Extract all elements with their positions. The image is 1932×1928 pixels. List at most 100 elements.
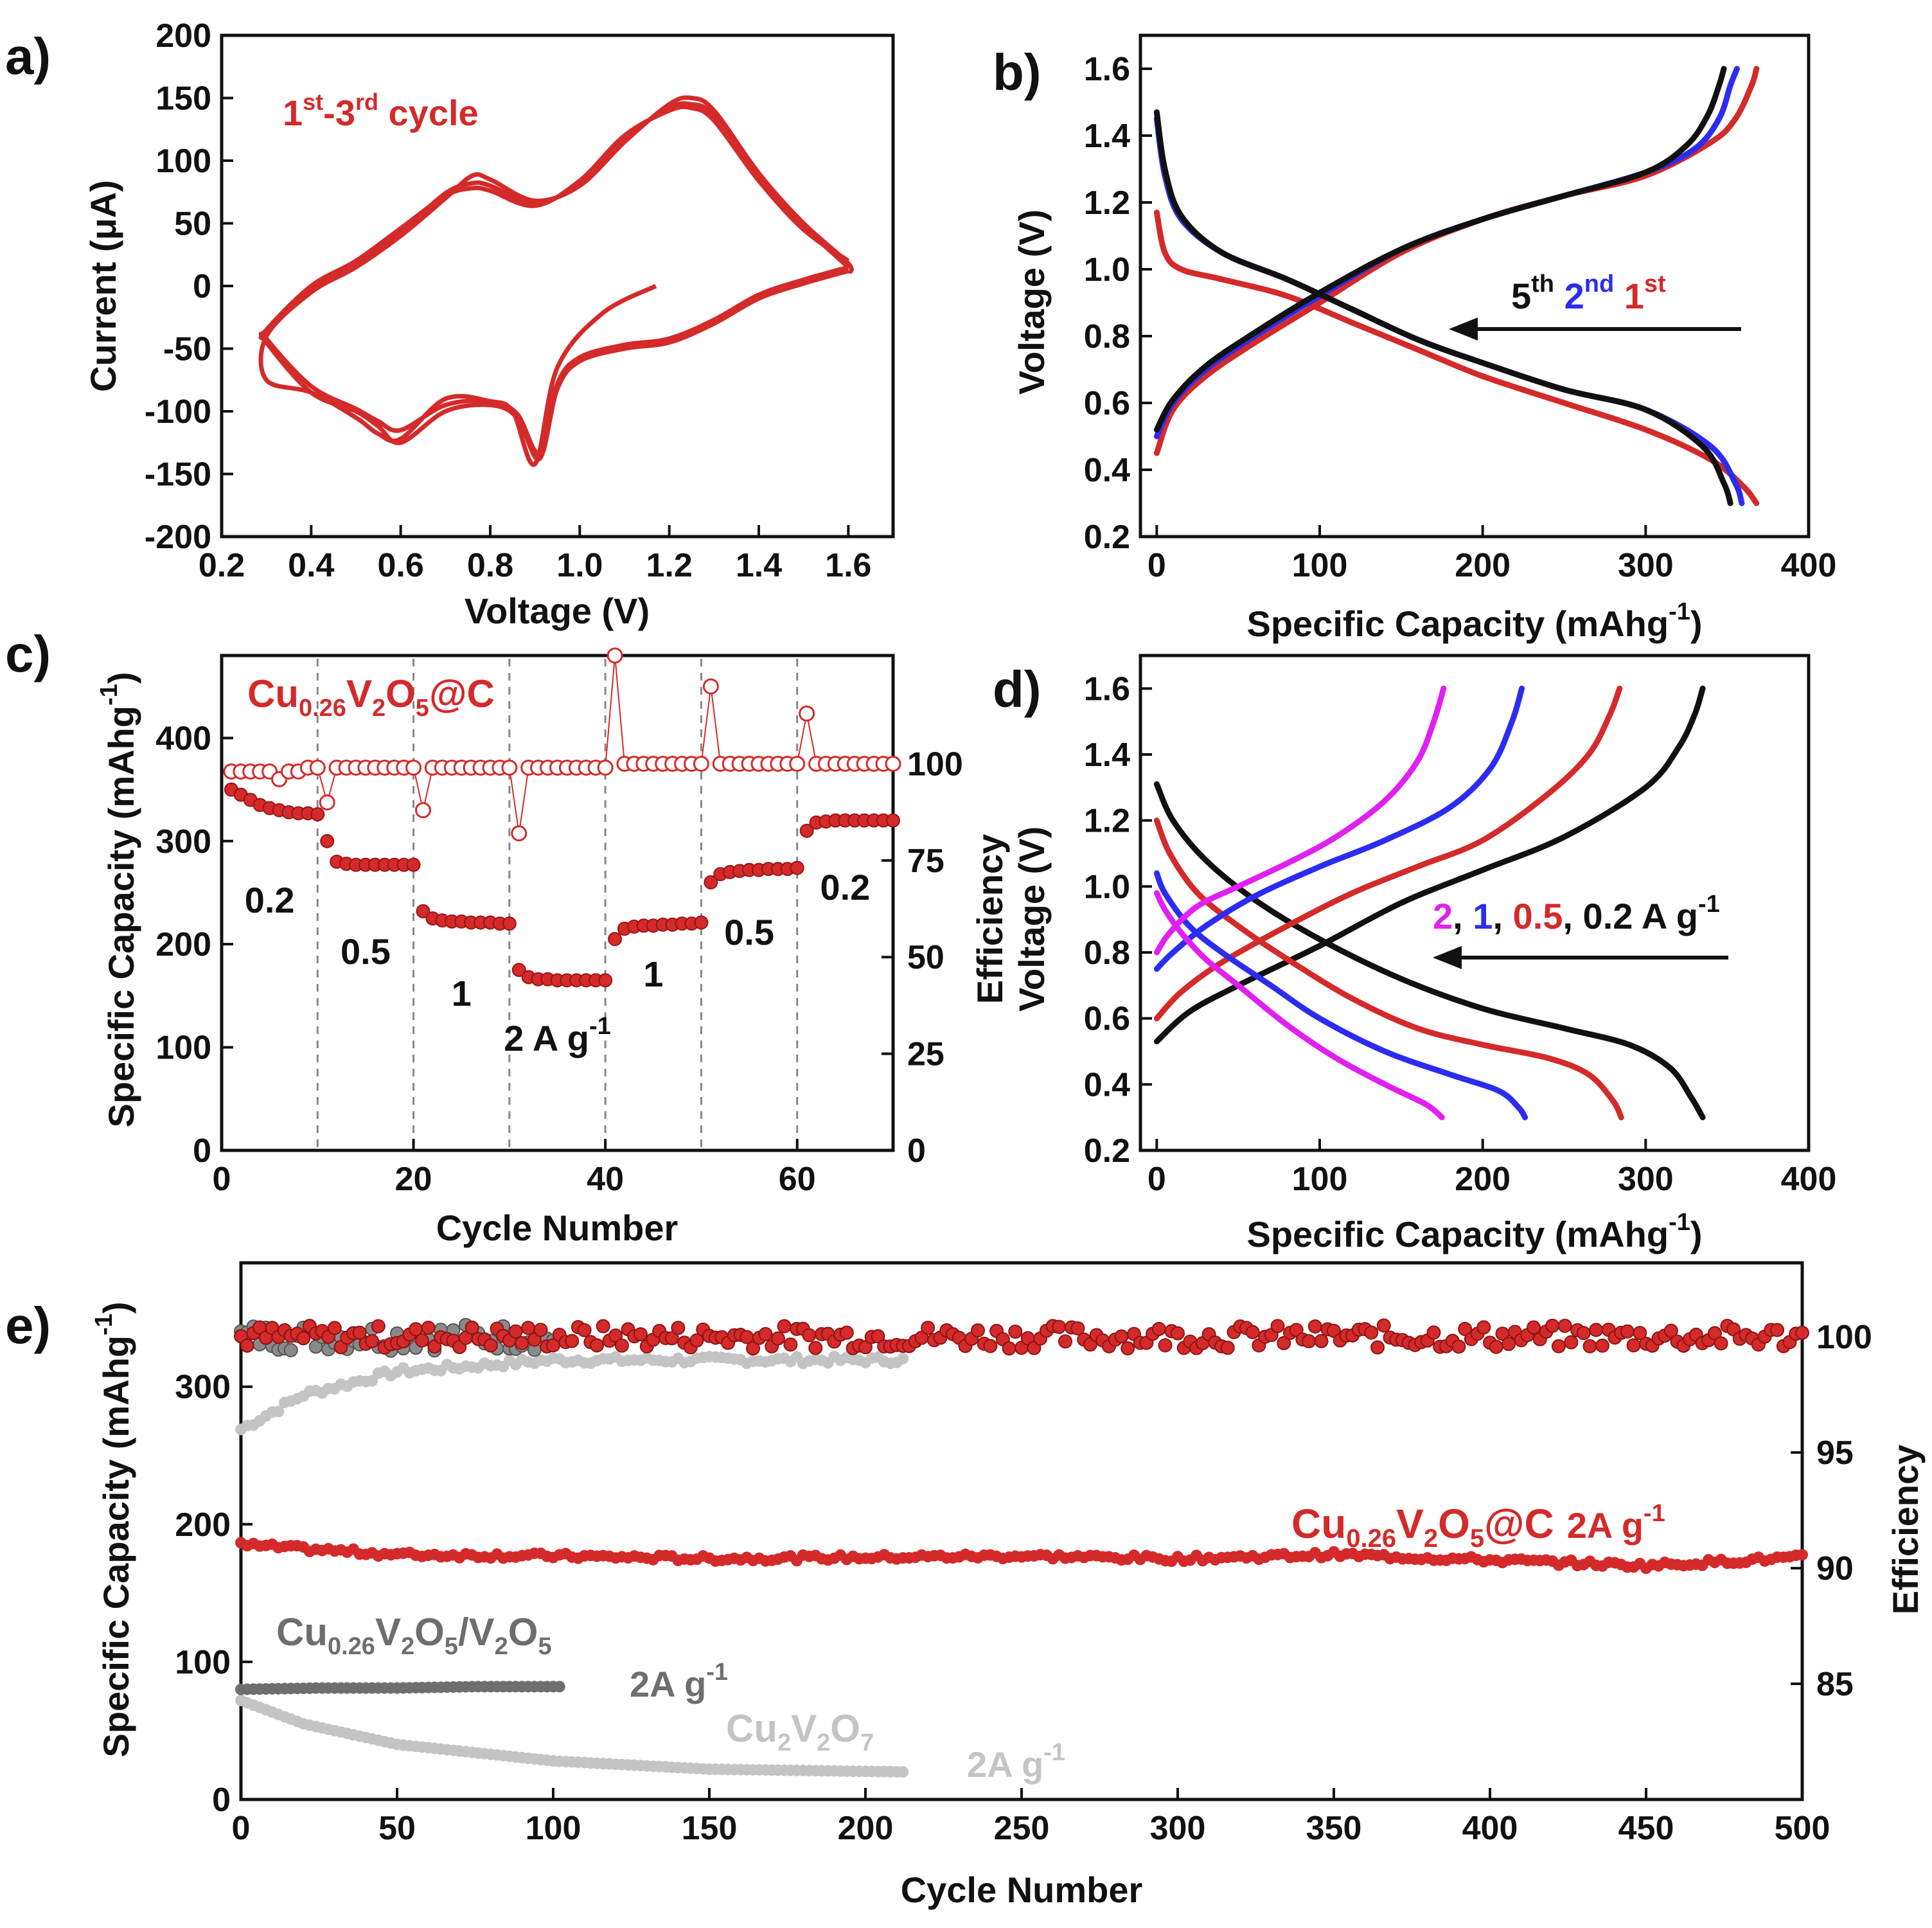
panel-e-red-efficiency-point (1070, 1321, 1085, 1335)
panel-e-red-efficiency-point (1151, 1321, 1166, 1336)
panel-d-x-tick-label: 300 (1618, 1161, 1674, 1198)
panel-c-rate-label: 0.2 (245, 880, 295, 920)
panel-d-efficiency-label: Efficiency (970, 834, 1010, 1004)
panel-e-y2-axis-label: Efficiency (1885, 1445, 1926, 1615)
panel-b-y-tick-label: 1.4 (1084, 118, 1130, 155)
panel-a-cv-line (258, 104, 850, 456)
panel-e-red-efficiency-point (634, 1327, 648, 1342)
panel-b-curve (1153, 66, 1727, 433)
panel-b-x-tick-label: 300 (1618, 547, 1674, 584)
panel-e-red-efficiency-point (1245, 1325, 1260, 1339)
panel-e-red-efficiency-point (608, 1328, 623, 1343)
panel-e-red-efficiency-point (1502, 1337, 1516, 1352)
panel-b-y-tick-label: 1.2 (1084, 184, 1130, 222)
panel-e-y-ticks: 300 200 100 0 (175, 1369, 253, 1819)
panel-c-efficiency-point (415, 802, 431, 819)
panel-d-y-tick-label: 1.2 (1084, 803, 1130, 840)
panel-e-red-efficiency-point (533, 1323, 548, 1337)
panel-e-dark-gray-series-label: Cu0.26V2O5/V2O5 (276, 1611, 552, 1660)
panel-c-efficiency-point (799, 705, 815, 722)
panel-e-cycling-points (234, 1317, 1809, 1778)
panel-e-y2-ticks: 100 95 90 85 (1791, 1319, 1872, 1703)
panel-e-x-tick-label: 250 (994, 1810, 1050, 1847)
panel-b-curve (1153, 210, 1760, 506)
panel-a-y-tick-label: 50 (174, 206, 211, 243)
panel-d-y-tick-label: 1.6 (1084, 670, 1130, 708)
panel-a-x-tick-label: 0.6 (378, 547, 424, 584)
panel-e-x-tick-label: 150 (682, 1810, 738, 1847)
panel-b-legend-entry: 1 (1624, 276, 1644, 316)
panel-c-capacity-point (608, 932, 623, 947)
panel-e-red-efficiency-point (1270, 1319, 1285, 1334)
panel-d-y-ticks: 1.6 1.4 1.2 1.0 0.8 0.6 0.4 0.2 (1084, 670, 1152, 1170)
panel-b-x-ticks: 0 100 200 300 400 (1148, 525, 1836, 584)
panel-e-x-tick-label: 450 (1618, 1810, 1674, 1847)
panel-c-efficiency-point (702, 678, 719, 695)
panel-e-cu2v2o7-efficiency-point (272, 1406, 285, 1418)
panel-b-legend-spacer (1554, 276, 1564, 316)
panel-c-capacity-point (704, 875, 718, 889)
panel-a-cv-curves (258, 95, 854, 467)
panel-c-rate-label: 1 (452, 973, 472, 1013)
panel-a: a) 0.2 0.4 0.6 0.8 1.0 1.2 1.4 1.6 200 150 100 50 0… (5, 17, 895, 631)
panel-d-curve (1153, 781, 1706, 1121)
panel-b-legend-entry: 5 (1511, 276, 1531, 316)
panel-e-red-efficiency-point (783, 1337, 798, 1352)
panel-c-rate-sup: -1 (589, 1013, 611, 1040)
panel-a-y-axis-label: Current (μA) (83, 180, 123, 392)
panel-b-curve (1153, 109, 1733, 506)
panel-c-efficiency-point (319, 794, 335, 811)
panel-b-x-axis-label: Specific Capacity (mAhg-1) (1246, 598, 1702, 644)
panel-c-y2-ticks: 100 75 50 25 0 (882, 745, 963, 1170)
panel-e-red-efficiency-point (740, 1330, 754, 1344)
panel-e-x-tick-label: 50 (378, 1810, 416, 1847)
panel-e-red-efficiency-point (1633, 1326, 1647, 1341)
panel-e-red-efficiency-point (1121, 1341, 1135, 1356)
panel-e-red-efficiency-point (1527, 1320, 1541, 1335)
panel-d-x-tick-label: 0 (1148, 1161, 1166, 1198)
panel-c-y-axis-label: Specific Capacity (mAhg-1) (96, 672, 141, 1127)
panel-c-rate-labels: 0.2 0.5 1 2 A g-1 1 0.5 0.2 (245, 867, 871, 1058)
panel-c-capacity-point (598, 973, 613, 988)
panel-e-red-capacity-point (1796, 1549, 1808, 1561)
panel-e-red-efficiency-point (521, 1321, 536, 1335)
panel-d-y-axis-label: Voltage (V) (1011, 826, 1052, 1012)
panel-d-curve (1153, 817, 1624, 1121)
panel-d-y-tick-label: 1.4 (1084, 736, 1130, 774)
panel-e-red-efficiency-point (1626, 1338, 1641, 1353)
panel-e-x-tick-label: 500 (1775, 1810, 1830, 1847)
panel-c-rate-label: 1 (643, 954, 663, 994)
panel-d-legend-separator: , (1563, 896, 1582, 936)
panel-b-legend-entry: 2 (1564, 276, 1584, 316)
panel-e-red-efficiency-point (664, 1331, 679, 1346)
panel-a-y-tick-label: 150 (155, 80, 211, 118)
panel-c-y2-tick-label: 25 (907, 1036, 944, 1073)
panel-c-y-tick-label: 200 (155, 926, 211, 963)
panel-c-capacity-point (694, 915, 709, 930)
panel-e-red-efficiency-point (614, 1338, 629, 1353)
panel-e-red-efficiency-point (596, 1319, 610, 1334)
panel-c-y-tick-label: 100 (155, 1030, 211, 1067)
panel-c-efficiency-point (405, 759, 422, 776)
panel-c-rate-label: 0.2 (820, 867, 870, 907)
panel-e-red-efficiency-point (352, 1325, 367, 1340)
panel-e-red-efficiency-point (858, 1340, 873, 1355)
panel-c-capacity-point (790, 861, 804, 875)
panel-e-red-efficiency-point (1770, 1323, 1785, 1337)
panel-b-x-tick-label: 200 (1455, 547, 1511, 584)
panel-a-y-tick-label: 0 (193, 268, 211, 305)
panel-e-red-efficiency-point (746, 1341, 761, 1356)
panel-e-red-efficiency-point (808, 1341, 823, 1355)
panel-e-y2-tick-label: 95 (1816, 1434, 1854, 1472)
panel-c-efficiency-point (607, 647, 623, 664)
panel-c-rate-dividers (316, 659, 799, 1147)
panel-e-red-efficiency-point (1052, 1319, 1067, 1334)
panel-b-cycle-legend: 5th 2nd 1st (1511, 271, 1666, 316)
panel-a-x-tick-label: 0.4 (288, 547, 334, 584)
panel-e-red-efficiency-point (1582, 1339, 1597, 1353)
panel-e-red-efficiency-point (365, 1334, 380, 1348)
panel-e-red-efficiency-point (1307, 1319, 1322, 1334)
panel-e-red-series-label: Cu0.26V2O5@C 2A g-1 (1291, 1500, 1665, 1553)
panel-b-y-tick-label: 0.6 (1084, 385, 1130, 422)
panel-a-x-axis-label: Voltage (V) (465, 591, 650, 631)
